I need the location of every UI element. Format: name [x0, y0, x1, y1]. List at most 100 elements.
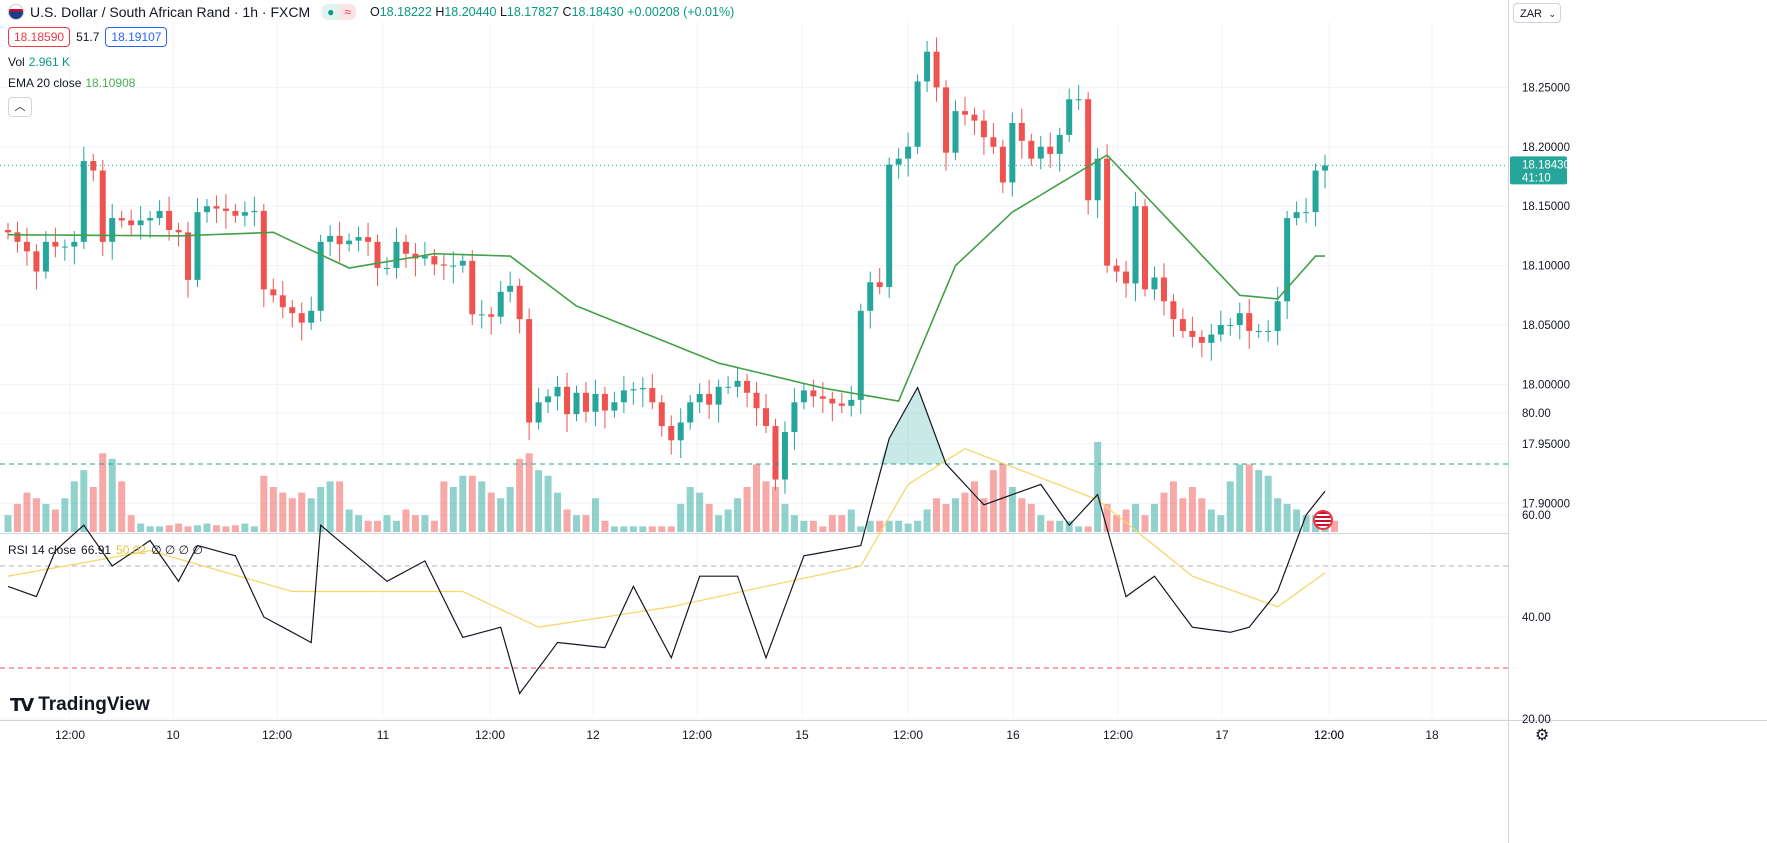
market-status-pill[interactable]: ● ≈	[322, 4, 356, 20]
candle-body	[668, 426, 675, 441]
volume-bar	[1037, 515, 1045, 532]
volume-bar	[184, 526, 192, 532]
candle-body	[365, 237, 372, 242]
candle-body	[327, 235, 334, 242]
volume-bar	[724, 509, 732, 532]
rsi-legend[interactable]: RSI 14 close 66.91 50.02 ∅ ∅ ∅ ∅	[8, 543, 203, 557]
volume-bar	[1113, 515, 1121, 532]
candle-body	[270, 289, 277, 296]
rsi-empty-values: ∅ ∅ ∅ ∅	[151, 543, 203, 557]
open-value: 18.18222	[379, 5, 432, 19]
volume-bar	[298, 492, 306, 532]
volume-bar	[525, 453, 533, 532]
volume-bar	[573, 515, 580, 532]
candle-body	[1198, 336, 1205, 343]
sell-price-button[interactable]: 18.18590	[8, 27, 71, 47]
volume-bar	[1255, 470, 1263, 532]
volume-bar	[582, 515, 590, 532]
candle-body	[1113, 265, 1120, 272]
candle-body	[33, 251, 40, 272]
volume-bar	[506, 487, 514, 532]
volume-bar	[478, 481, 486, 532]
candle-body	[952, 111, 959, 153]
volume-bar	[468, 475, 476, 532]
candle-body	[687, 402, 694, 423]
change-value: +0.00208 (+0.01%)	[627, 5, 735, 19]
volume-bar	[800, 520, 808, 532]
settings-gear-icon[interactable]: ⚙	[1535, 727, 1550, 744]
volume-bar	[658, 526, 666, 532]
buy-price-button[interactable]: 18.19107	[105, 27, 168, 47]
candle-body	[1246, 313, 1253, 331]
volume-bar	[610, 526, 618, 532]
candle-body	[402, 241, 409, 254]
symbol-title[interactable]: U.S. Dollar / South African Rand · 1h · …	[30, 4, 311, 20]
currency-select[interactable]: ZAR ⌄	[1513, 3, 1561, 23]
volume-bar	[639, 526, 647, 532]
candle-body	[431, 256, 438, 265]
volume-bar	[828, 515, 836, 532]
ema20-line	[7, 154, 1325, 402]
ema-value: 18.10908	[85, 76, 136, 90]
candle-body	[791, 402, 798, 432]
collapse-legend-button[interactable]: ︿	[8, 97, 32, 117]
volume-bar	[459, 475, 467, 532]
volume-legend[interactable]: Vol 2.961 K	[8, 55, 70, 69]
candle-body	[90, 161, 97, 171]
volume-bar	[1094, 442, 1102, 532]
candle-body	[1236, 313, 1243, 326]
volume-bar	[99, 453, 107, 532]
volume-bar	[743, 487, 751, 532]
time-tick-label: 16	[1006, 728, 1020, 742]
candle-body	[838, 403, 845, 406]
volume-bar	[260, 475, 268, 532]
volume-bar	[364, 520, 372, 532]
candle-body	[867, 282, 874, 311]
volume-bar	[819, 526, 827, 532]
candle-body	[1255, 330, 1262, 332]
volume-bar	[1207, 509, 1215, 532]
volume-bar	[1293, 509, 1301, 532]
chevron-down-icon: ⌄	[1548, 9, 1556, 19]
candle-body	[440, 264, 447, 266]
candle-body	[1142, 206, 1148, 290]
low-value: 18.17827	[506, 5, 560, 19]
candle-body	[374, 241, 381, 268]
ema-legend[interactable]: EMA 20 close 18.10908	[8, 76, 135, 90]
time-tick-label: 12:00	[1103, 728, 1133, 742]
candle-body	[990, 137, 997, 147]
candle-body	[1303, 212, 1310, 214]
candle-body	[260, 210, 267, 290]
price-tick-label: 18.10000	[1522, 261, 1570, 273]
volume-bar	[914, 520, 922, 532]
candle-body	[781, 431, 788, 480]
volume-bar	[563, 509, 571, 532]
time-tick-label: 11	[377, 728, 390, 742]
volume-bar	[601, 520, 609, 532]
us-event-flag-icon[interactable]	[1313, 510, 1333, 530]
volume-bar	[895, 520, 903, 532]
volume-bar	[430, 520, 438, 532]
time-tick-label: 12:00	[1314, 728, 1344, 742]
candle-body	[1094, 158, 1101, 201]
candle-body	[592, 393, 599, 412]
volume-value: 2.961 K	[28, 55, 71, 69]
volume-bar	[1046, 520, 1054, 532]
volume-bar	[1103, 503, 1111, 532]
candle-body	[71, 241, 78, 247]
candle-body	[99, 170, 106, 242]
volume-bar	[1018, 498, 1026, 532]
rsi-tick-label: 60.00	[1522, 510, 1551, 522]
candle-body	[203, 206, 210, 213]
candle-body	[336, 235, 343, 245]
volume-bar	[620, 526, 628, 532]
candle-body	[943, 87, 950, 153]
candle-body	[137, 220, 144, 226]
volume-bar	[734, 498, 742, 532]
tradingview-logo[interactable]: 𝗧𝗩 TradingView	[10, 694, 150, 716]
volume-bar	[1217, 515, 1225, 532]
candle-body	[1085, 99, 1092, 201]
candle-body	[545, 396, 552, 403]
candle-body	[128, 220, 135, 226]
